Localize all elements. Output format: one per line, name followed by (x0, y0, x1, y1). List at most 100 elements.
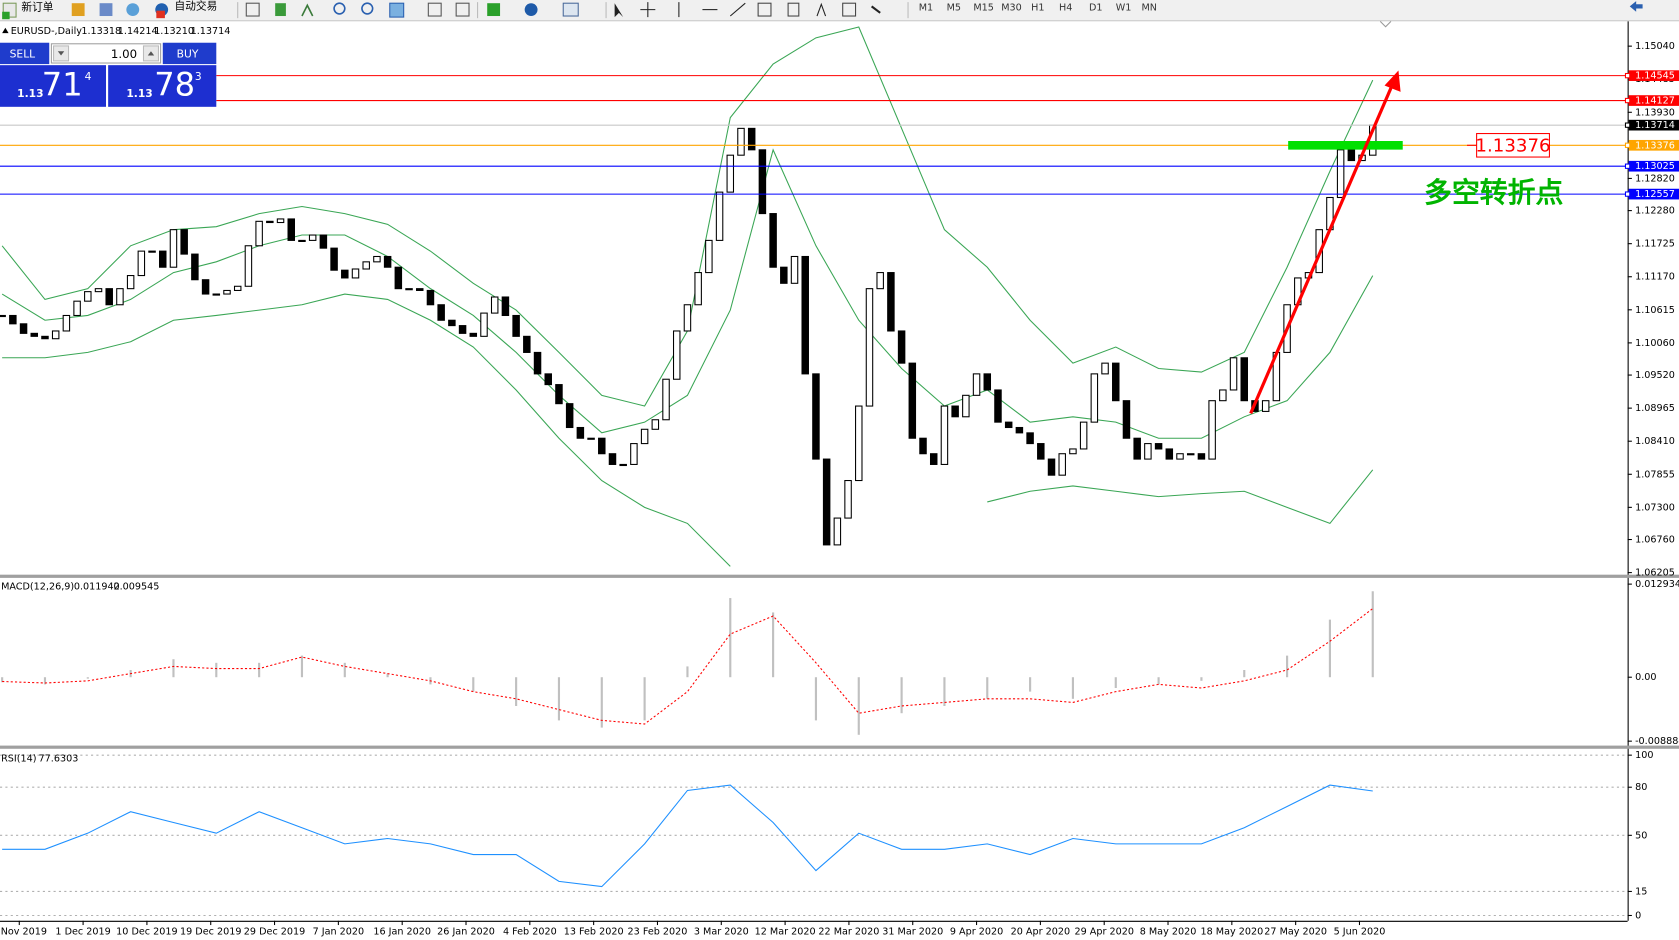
icon[interactable] (99, 3, 113, 17)
y-tick-label: 80 (1635, 782, 1647, 793)
label-tool[interactable] (842, 2, 857, 17)
icon[interactable] (487, 3, 501, 17)
level-handle (1624, 97, 1631, 104)
candle-body (276, 218, 285, 224)
icon[interactable] (361, 2, 374, 15)
indicator-line (1, 148, 1374, 439)
y-tick-label: 1.10615 (1635, 305, 1675, 316)
histogram-bar (1157, 677, 1160, 685)
candle-body (319, 234, 328, 249)
icon[interactable] (71, 3, 85, 17)
icon[interactable] (524, 3, 538, 17)
x-tick-label: 26 Jan 2020 (437, 926, 495, 937)
timeframe-button[interactable]: MN (1141, 2, 1157, 13)
icon[interactable] (333, 2, 346, 15)
icon[interactable] (389, 2, 405, 18)
lot-value[interactable]: 1.00 (111, 47, 137, 61)
trendline-tool[interactable] (729, 2, 746, 17)
ohlc-high: 1.14214 (118, 26, 158, 37)
new-order-button[interactable]: 新订单 (2, 0, 54, 20)
y-tick-label: 1.08410 (1635, 436, 1675, 447)
histogram-bar (215, 662, 218, 678)
candle-body (726, 154, 735, 193)
crosshair-tool[interactable] (640, 2, 656, 18)
icon[interactable] (245, 2, 260, 17)
candle-body (1229, 357, 1238, 391)
fibo-tool[interactable] (787, 2, 800, 17)
timeframe-button[interactable]: M5 (947, 2, 961, 13)
candle-body (769, 213, 777, 268)
new-order-label[interactable]: 新订单 (21, 0, 53, 13)
text-tool[interactable] (816, 2, 827, 17)
sell-price[interactable]: 1.13 71 4 (0, 65, 107, 107)
sell-button[interactable]: SELL (0, 42, 50, 65)
timeframe-button[interactable]: W1 (1116, 2, 1132, 13)
shift-marker (1379, 20, 1392, 28)
auto-trading-label[interactable]: 自动交易 (175, 0, 218, 12)
timeframe-button[interactable]: H4 (1059, 2, 1072, 13)
candle-body (266, 220, 274, 224)
panel-separator (0, 745, 1679, 749)
x-tick-label: 23 Feb 2020 (628, 926, 688, 937)
candle-body (855, 405, 863, 482)
histogram-bar (472, 677, 475, 692)
candle-body (737, 127, 745, 156)
buy-button[interactable]: BUY (162, 42, 217, 65)
icon[interactable] (275, 3, 286, 17)
timeframe-button[interactable]: M15 (973, 2, 994, 13)
icon[interactable] (301, 3, 314, 17)
candle-body (651, 419, 660, 430)
candle-body (962, 394, 970, 418)
candle-body (983, 373, 992, 391)
y-tick-label: 1.08965 (1635, 403, 1675, 414)
buy-price[interactable]: 1.13 78 3 (108, 65, 217, 107)
button-bg[interactable] (0, 42, 50, 65)
candle-body (715, 191, 724, 241)
price-bg[interactable] (108, 65, 217, 107)
annotation-text: 多空转折点 (1424, 176, 1563, 209)
price-bg[interactable] (0, 65, 107, 107)
y-tick-label: 1.11170 (1635, 272, 1675, 283)
timeframe-button[interactable]: M30 (1001, 2, 1022, 13)
candle-body (512, 314, 520, 337)
x-tick-label: 3 Mar 2020 (694, 926, 749, 937)
candle-body (544, 373, 552, 386)
x-tick-label: 20 Apr 2020 (1011, 926, 1070, 937)
histogram-bar (1200, 677, 1203, 681)
lot-input[interactable] (50, 43, 162, 64)
histogram-bar (814, 677, 818, 721)
toolbar: 新订单 自动交易 M1 M5 M15 M30 H1 (0, 0, 1679, 22)
candle-body (298, 239, 306, 242)
icon[interactable] (562, 2, 579, 17)
candle-body (126, 275, 135, 290)
icon[interactable] (126, 3, 140, 17)
histogram-bar (1029, 677, 1032, 692)
histogram-bar (986, 677, 989, 699)
channel-tool[interactable] (757, 2, 772, 17)
icon[interactable] (427, 2, 442, 17)
candle-body (780, 266, 788, 284)
candle-body (897, 330, 906, 364)
icon[interactable] (1629, 1, 1643, 12)
candle-body (940, 405, 949, 465)
button-bg[interactable] (162, 42, 217, 65)
candle-body (405, 288, 413, 291)
ohlc-open: 1.13318 (81, 26, 121, 37)
candle-body (801, 255, 809, 375)
timeframe-button[interactable]: H1 (1031, 2, 1044, 13)
auto-trading-button[interactable]: 自动交易 (155, 0, 218, 19)
candle-body (1090, 373, 1099, 423)
panel-separator (0, 574, 1679, 578)
timeframe-button[interactable]: M1 (919, 2, 933, 13)
cursor-tool[interactable] (614, 3, 624, 18)
sell-label[interactable]: SELL (10, 47, 36, 60)
header-icon (2, 27, 9, 34)
arrows-tool[interactable] (870, 5, 881, 14)
icon[interactable] (455, 2, 470, 17)
candle-body (619, 463, 627, 467)
candle-body (394, 266, 403, 290)
candle-body (672, 330, 681, 380)
buy-label[interactable]: BUY (177, 47, 199, 60)
timeframe-button[interactable]: D1 (1089, 2, 1103, 13)
